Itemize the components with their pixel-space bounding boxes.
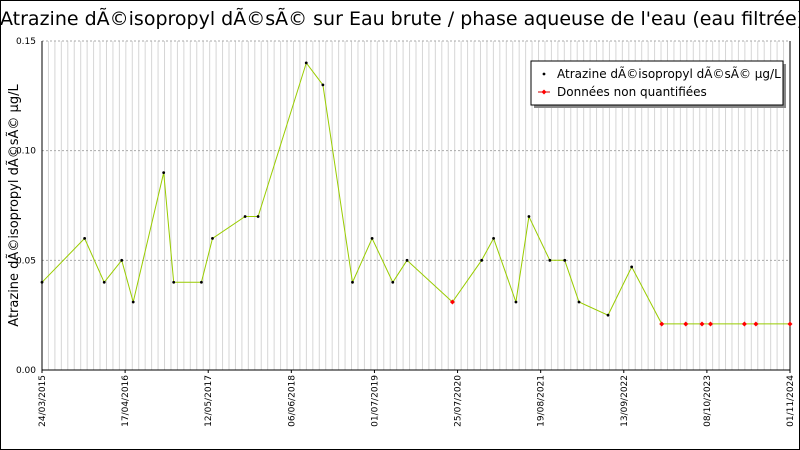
- legend: Atrazine dÃ©isopropyl dÃ©sÃ© µg/L Données…: [530, 60, 786, 108]
- data-point: [172, 280, 176, 284]
- data-point: [102, 280, 106, 284]
- legend-label-nonquant: Données non quantifiées: [557, 85, 707, 99]
- x-tick-label: 25/07/2020: [454, 375, 464, 427]
- x-tick-label: 06/06/2018: [287, 375, 297, 427]
- x-tick-label: 08/10/2023: [703, 375, 713, 427]
- legend-label-main: Atrazine dÃ©isopropyl dÃ©sÃ© µg/L: [557, 66, 781, 81]
- y-axis-label: Atrazine dÃ©isopropyl dÃ©sÃ© µg/L: [6, 84, 22, 327]
- data-point: [131, 300, 135, 304]
- data-point: [243, 215, 247, 218]
- data-point: [480, 258, 484, 262]
- y-tick-label: 0.00: [16, 366, 36, 376]
- data-point: [256, 215, 260, 218]
- chart-title: Atrazine dÃ©isopropyl dÃ©sÃ© sur Eau bru…: [0, 8, 800, 30]
- data-point: [351, 280, 354, 284]
- data-point: [527, 215, 531, 218]
- x-tick-label: 24/03/2015: [38, 375, 48, 427]
- data-point: [321, 83, 325, 87]
- data-point: [370, 237, 374, 240]
- data-point: [162, 171, 166, 175]
- x-tick-label: 17/04/2016: [121, 375, 131, 427]
- data-point-nonquant: [708, 321, 714, 327]
- x-tick-label: 19/08/2021: [537, 375, 547, 427]
- data-point: [211, 237, 214, 240]
- tick-labels: 0.00 0.05 0.10 0.15 24/03/2015 17/04/2016 12/0…: [16, 37, 796, 427]
- data-point-nonquant: [449, 299, 455, 305]
- x-tick-label: 12/05/2017: [204, 375, 214, 427]
- data-point: [40, 280, 44, 284]
- legend-marker-nonquant: [541, 89, 547, 95]
- data-point: [391, 280, 395, 284]
- data-point: [200, 280, 203, 284]
- data-point: [405, 258, 409, 262]
- data-point-nonquant: [683, 321, 689, 327]
- data-point: [492, 237, 495, 240]
- data-point-nonquant: [741, 321, 747, 327]
- y-tick-label: 0.15: [16, 37, 36, 47]
- data-point: [577, 300, 581, 304]
- series-line-main: [41, 61, 663, 325]
- data-point: [548, 258, 552, 262]
- series-layer: [40, 61, 793, 327]
- data-point-nonquant: [787, 321, 793, 327]
- data-point: [563, 258, 567, 262]
- data-point: [120, 258, 124, 262]
- data-point-nonquant: [699, 321, 705, 327]
- y-tick-label: 0.10: [16, 147, 36, 157]
- x-tick-label: 01/11/2024: [786, 375, 796, 427]
- data-point-nonquant: [659, 321, 665, 327]
- legend-box: [530, 60, 784, 106]
- data-point: [83, 237, 87, 240]
- x-tick-label: 13/09/2022: [620, 375, 630, 427]
- data-point: [304, 61, 308, 65]
- data-point: [514, 300, 518, 304]
- axes: [41, 41, 791, 371]
- data-point: [630, 265, 634, 269]
- x-tick-label: 01/07/2019: [370, 375, 380, 427]
- y-tick-label: 0.05: [16, 256, 36, 266]
- data-point-nonquant: [753, 321, 759, 327]
- legend-marker-main: [542, 72, 546, 76]
- data-point: [606, 313, 610, 317]
